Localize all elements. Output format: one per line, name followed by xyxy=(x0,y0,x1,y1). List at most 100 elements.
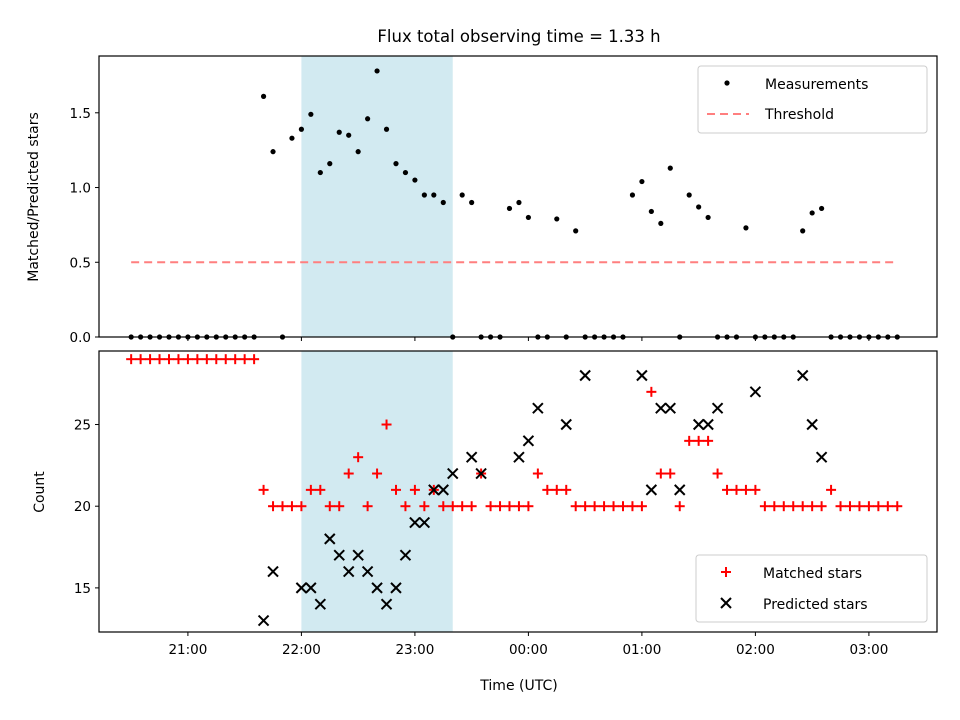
matched-star-point xyxy=(882,501,893,512)
top-legend: Measurements Threshold xyxy=(697,65,928,134)
measurement-point xyxy=(355,149,361,155)
matched-star-point xyxy=(154,354,165,365)
matched-star-point xyxy=(277,501,288,512)
predicted-star-point xyxy=(692,418,705,431)
predicted-star-point xyxy=(342,565,355,578)
measurement-point xyxy=(260,93,267,99)
top-axes-frame xyxy=(98,55,938,338)
matched-star-point xyxy=(409,484,420,495)
measurement-point xyxy=(383,126,390,132)
predicted-star-point xyxy=(267,565,279,578)
measurement-point xyxy=(298,126,305,132)
matched-star-point xyxy=(438,501,449,512)
x-tick-label: 22:00 xyxy=(282,642,321,658)
matched-star-point xyxy=(863,501,874,512)
matched-star-point xyxy=(570,501,581,512)
matched-star-point xyxy=(220,354,231,365)
y-tick-label: 15 xyxy=(74,581,91,597)
matched-star-point xyxy=(201,354,212,365)
matched-star-point xyxy=(485,501,496,512)
matched-star-point xyxy=(296,501,307,512)
matched-star-point xyxy=(353,452,364,463)
top-y-axis-label: Matched/Predicted stars xyxy=(26,112,42,282)
matched-star-point xyxy=(873,501,884,512)
matched-star-point xyxy=(230,354,241,365)
predicted-star-point xyxy=(314,598,327,610)
matched-star-point xyxy=(835,501,846,512)
predicted-star-point xyxy=(418,516,431,529)
matched-star-point xyxy=(495,501,506,512)
legend-matched-marker xyxy=(721,567,731,577)
matched-star-point xyxy=(192,354,203,365)
predicted-star-point xyxy=(522,435,535,447)
bottom-y-axis-label: Count xyxy=(32,471,48,513)
matched-star-point xyxy=(513,501,524,512)
predicted-star-point xyxy=(806,418,818,431)
measurement-point xyxy=(421,192,427,198)
matched-star-point xyxy=(419,501,430,512)
top-shaded-interval xyxy=(301,56,453,337)
y-tick-label: 0.0 xyxy=(70,330,91,346)
matched-star-point xyxy=(211,354,222,365)
top-y-ticks: 0.0 0.5 1.0 1.5 xyxy=(70,106,99,346)
measurement-point xyxy=(374,68,380,74)
matched-star-point xyxy=(665,468,676,479)
y-tick-label: 25 xyxy=(74,418,91,434)
predicted-star-point xyxy=(361,565,374,578)
measurement-point xyxy=(327,161,333,167)
x-tick-label: 03:00 xyxy=(849,642,888,658)
matched-star-point xyxy=(268,501,279,512)
matched-star-point xyxy=(400,501,411,512)
predicted-star-point xyxy=(532,402,544,414)
bottom-legend: Matched stars Predicted stars xyxy=(695,554,928,623)
x-tick-label: 00:00 xyxy=(509,642,548,658)
matched-star-point xyxy=(769,501,780,512)
matched-star-point xyxy=(551,484,562,495)
legend-predicted-marker xyxy=(720,597,732,609)
y-tick-label: 1.5 xyxy=(70,106,91,122)
predicted-star-point xyxy=(749,386,762,398)
legend-predicted-label: Predicted stars xyxy=(763,597,868,613)
measurement-point xyxy=(629,192,636,198)
measurement-point xyxy=(336,129,342,135)
predicted-star-point xyxy=(560,418,572,431)
predicted-star-point xyxy=(796,369,809,382)
predicted-star-point xyxy=(447,467,459,480)
measurement-point xyxy=(525,214,532,221)
matched-star-point xyxy=(532,468,543,479)
matched-star-point xyxy=(797,501,808,512)
predicted-star-points xyxy=(257,369,828,627)
matched-star-point xyxy=(334,501,345,512)
matched-star-point xyxy=(807,501,818,512)
matched-star-point xyxy=(542,484,553,495)
measurement-point xyxy=(648,208,654,215)
measurement-point xyxy=(402,169,409,176)
measurement-point xyxy=(667,165,673,171)
predicted-star-point xyxy=(664,402,676,414)
matched-star-point xyxy=(324,501,335,512)
predicted-star-point xyxy=(437,484,449,496)
predicted-star-point xyxy=(409,516,421,529)
predicted-star-point xyxy=(257,614,270,627)
predicted-star-point xyxy=(428,484,440,496)
legend-measurements-label: Measurements xyxy=(765,77,868,93)
matched-star-point xyxy=(655,468,666,479)
measurement-point xyxy=(696,204,702,210)
predicted-star-point xyxy=(352,549,364,561)
measurement-point xyxy=(705,214,711,221)
matched-star-point xyxy=(608,501,619,512)
measurement-point xyxy=(516,199,522,206)
matched-star-point xyxy=(636,501,647,512)
matched-star-point xyxy=(145,354,156,365)
matched-star-point xyxy=(731,484,742,495)
y-tick-label: 0.5 xyxy=(70,255,91,271)
matched-star-point xyxy=(854,501,865,512)
matched-star-point xyxy=(580,501,591,512)
bottom-panel: 15 20 25 21:00 22:00 23:00 00:00 01:00 02:00 03:… xyxy=(32,350,938,694)
predicted-star-point xyxy=(371,582,383,594)
measurement-point xyxy=(317,169,323,176)
measurement-point xyxy=(658,220,664,227)
matched-star-point xyxy=(126,354,137,365)
y-tick-label: 1.0 xyxy=(70,181,91,197)
predicted-star-point xyxy=(324,533,336,545)
